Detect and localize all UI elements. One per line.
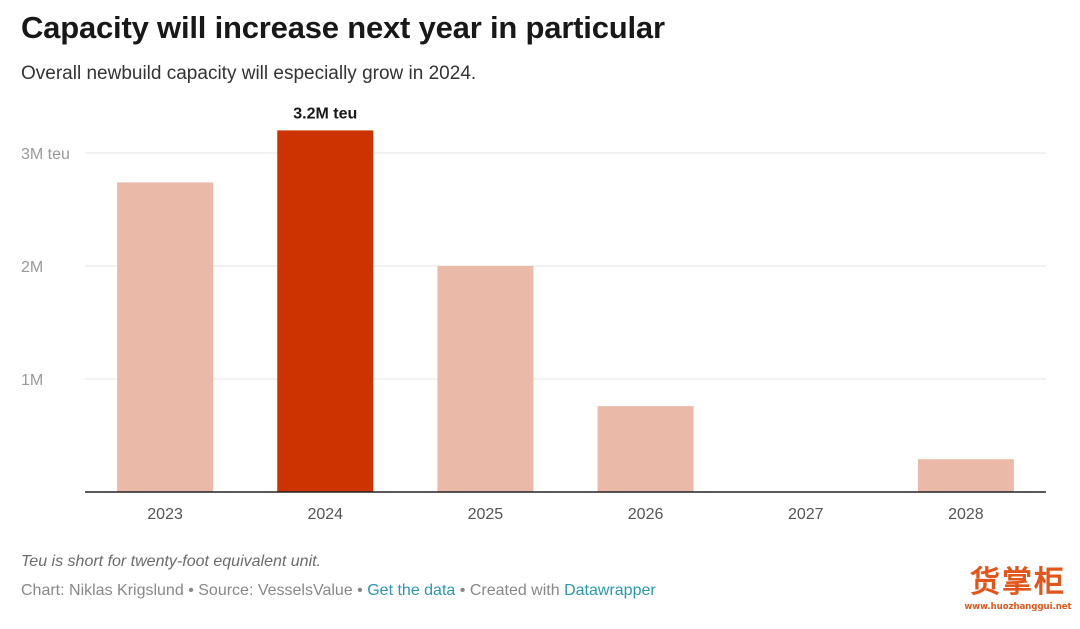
y-tick-label: 1M [21, 372, 43, 389]
source-text: Source: VesselsValue [198, 582, 353, 599]
y-tick-label: 2M [21, 259, 43, 276]
bar [277, 130, 374, 492]
get-the-data-link[interactable]: Get the data [367, 582, 456, 599]
x-tick-label: 2026 [628, 506, 664, 523]
bar [117, 182, 214, 492]
chart-footer: Chart: Niklas Krigslund • Source: Vessel… [21, 582, 656, 600]
chart-subtitle: Overall newbuild capacity will especiall… [21, 63, 477, 84]
y-tick-label: 3M teu [21, 146, 70, 163]
created-with-text: Created with [469, 582, 560, 599]
bar [597, 406, 694, 492]
footnote: Teu is short for twenty-foot equivalent … [21, 553, 322, 570]
x-tick-label: 2025 [468, 506, 504, 523]
x-tick-label: 2023 [147, 506, 183, 523]
data-label: 3.2M teu [293, 105, 357, 122]
watermark-chars: 货掌柜 [970, 565, 1066, 600]
x-tick-label: 2028 [948, 506, 984, 523]
separator: • [188, 582, 194, 599]
bar [437, 266, 534, 492]
separator: • [459, 582, 466, 599]
chart-title: Capacity will increase next year in part… [21, 10, 665, 45]
watermark-logo: 货掌柜 www.huozhanggui.net [964, 565, 1072, 625]
separator: • [357, 582, 363, 599]
datawrapper-link[interactable]: Datawrapper [564, 582, 656, 599]
x-tick-label: 2027 [788, 506, 824, 523]
watermark-url: www.huozhanggui.net [964, 602, 1072, 612]
bar-chart: 1M 2M 3M teu 2023 2024 3.2M teu 2025 2026 2027 20… [21, 105, 1046, 523]
credit-text: Chart: Niklas Krigslund [21, 582, 184, 599]
bar [917, 459, 1014, 492]
x-tick-label: 2024 [307, 506, 343, 523]
